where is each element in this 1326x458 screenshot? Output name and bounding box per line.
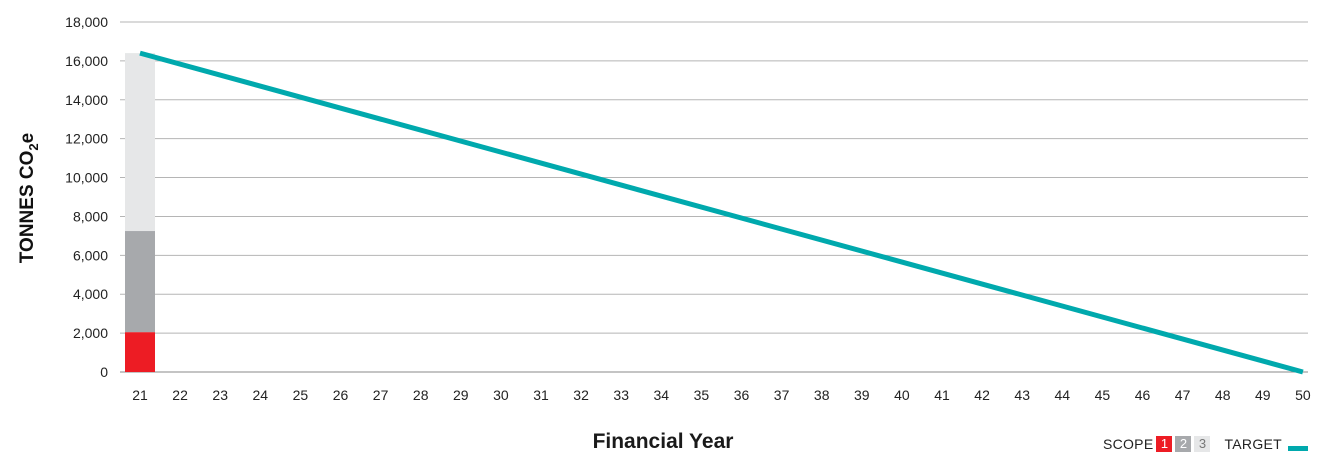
y-tick-label: 6,000 — [73, 247, 108, 263]
x-tick-label: 32 — [573, 387, 589, 403]
x-tick-label: 33 — [613, 387, 629, 403]
target-line — [139, 50, 1304, 375]
x-tick-label: 24 — [253, 387, 269, 403]
x-tick-label: 25 — [293, 387, 309, 403]
bar-segment-scope-2 — [125, 231, 155, 333]
x-tick-label: 29 — [453, 387, 469, 403]
x-tick-label: 43 — [1014, 387, 1030, 403]
y-tick-label: 14,000 — [65, 92, 108, 108]
x-tick-label: 35 — [694, 387, 710, 403]
x-tick-label: 47 — [1175, 387, 1191, 403]
x-tick-label: 46 — [1135, 387, 1151, 403]
x-axis-label: Financial Year — [592, 430, 734, 453]
y-tick-label: 18,000 — [65, 14, 108, 30]
y-tick-label: 0 — [100, 364, 108, 380]
x-tick-label: 49 — [1255, 387, 1271, 403]
y-tick-label: 10,000 — [65, 170, 108, 186]
target-line-group — [139, 50, 1304, 375]
legend-swatch-scope-2: 2 — [1175, 436, 1192, 452]
stacked-bars — [125, 53, 155, 372]
x-tick-label: 45 — [1095, 387, 1111, 403]
y-tick-label: 12,000 — [65, 131, 108, 147]
y-tick-label: 2,000 — [73, 325, 108, 341]
x-tick-label: 37 — [774, 387, 790, 403]
x-tick-label: 48 — [1215, 387, 1231, 403]
x-tick-labels: 21 22 23 24 25 26 27 28 29 30 31 32 33 34 35 36 37 38 39 40… — [132, 387, 1311, 403]
x-tick-label: 31 — [533, 387, 549, 403]
x-tick-label: 30 — [493, 387, 509, 403]
x-tick-label: 42 — [974, 387, 990, 403]
y-tick-label: 4,000 — [73, 286, 108, 302]
x-tick-label: 36 — [734, 387, 750, 403]
legend-target-label: TARGET — [1224, 436, 1282, 452]
bar-segment-scope-1 — [125, 332, 155, 372]
bar-segment-scope-3 — [125, 53, 155, 232]
y-tick-label: 8,000 — [73, 208, 108, 224]
y-tick-label: 16,000 — [65, 53, 108, 69]
x-tick-label: 22 — [172, 387, 188, 403]
legend-swatch-scope-3: 3 — [1194, 436, 1211, 452]
legend: SCOPE 1 2 3 TARGET — [1103, 436, 1308, 452]
x-tick-label: 28 — [413, 387, 429, 403]
x-tick-label: 26 — [333, 387, 349, 403]
x-tick-label: 41 — [934, 387, 950, 403]
y-axis-label: TONNES CO2e — [17, 133, 41, 263]
x-tick-label: 38 — [814, 387, 830, 403]
gridlines — [120, 21, 1308, 373]
x-tick-label: 50 — [1295, 387, 1311, 403]
x-tick-label: 21 — [132, 387, 148, 403]
x-tick-label: 23 — [212, 387, 228, 403]
legend-scope-label: SCOPE — [1102, 436, 1154, 452]
x-tick-label: 40 — [894, 387, 910, 403]
x-tick-label: 34 — [654, 387, 670, 403]
x-tick-label: 39 — [854, 387, 870, 403]
x-tick-label: 27 — [373, 387, 389, 403]
y-tick-labels: 0 2,000 4,000 6,000 8,000 10,000 12,000 14,000 1… — [65, 14, 108, 380]
legend-target-line — [1288, 445, 1308, 451]
legend-swatch-scope-1: 1 — [1156, 436, 1173, 452]
x-tick-label: 44 — [1055, 387, 1071, 403]
